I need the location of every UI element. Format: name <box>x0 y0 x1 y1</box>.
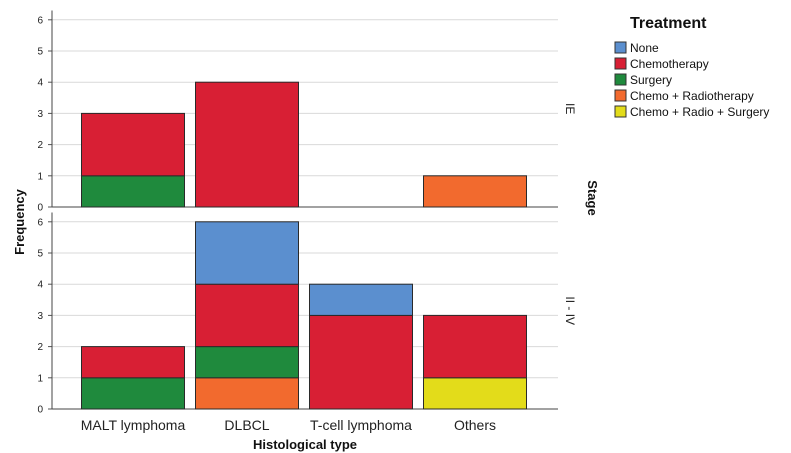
legend-swatch-chemotherapy <box>614 57 627 70</box>
bar-segment-none-t-cell-lymphoma <box>309 283 413 316</box>
y-axis-title: Frequency <box>12 188 27 255</box>
legend-swatch-surgery <box>614 73 627 86</box>
facet-label-ii-iv: II - IV <box>563 296 577 325</box>
bar-segment-chemotherapy-dlbcl <box>195 81 299 208</box>
bar-segment-surgery-malt-lymphoma <box>81 175 185 208</box>
y-tick-label: 5 <box>37 47 43 58</box>
panel-ii-iv: 0 1 2 3 4 5 6 II - IV <box>37 212 577 416</box>
y-tick-label: 3 <box>37 109 43 120</box>
y-tick-label: 4 <box>37 280 43 291</box>
bar-segment-chemotherapy-others <box>423 314 527 379</box>
legend-label-chemo-radio-surgery: Chemo + Radio + Surgery <box>630 105 769 119</box>
legend-swatch-none <box>614 41 627 54</box>
facet-axis-title: Stage <box>585 180 600 215</box>
y-tick-label: 2 <box>37 140 43 151</box>
y-tick-label: 3 <box>37 311 43 322</box>
bar-segment-chemo-radiotherapy-dlbcl <box>195 377 299 410</box>
y-tick-label: 4 <box>37 78 43 89</box>
y-tick-label: 1 <box>37 171 43 182</box>
legend-label-chemo-radiotherapy: Chemo + Radiotherapy <box>630 89 754 103</box>
y-tick-label: 0 <box>37 405 43 416</box>
bar-segment-surgery-dlbcl <box>195 346 299 379</box>
y-tick-label: 2 <box>37 342 43 353</box>
x-axis-categories: MALT lymphoma DLBCL T-cell lymphoma Others <box>81 417 496 433</box>
bar-segment-none-dlbcl <box>195 221 299 285</box>
y-tick-label: 6 <box>37 15 43 26</box>
bar-segment-chemotherapy-malt-lymphoma <box>81 112 185 177</box>
x-category-label: T-cell lymphoma <box>310 417 412 433</box>
bar-segment-chemotherapy-t-cell-lymphoma <box>309 314 413 410</box>
bar-segment-chemotherapy-dlbcl <box>195 283 299 348</box>
y-tick-label: 0 <box>37 203 43 214</box>
chart-panels: 0 1 2 3 4 5 6 IE 0 1 2 3 4 5 6 II - IV <box>37 10 577 416</box>
bar-segment-chemo-radio-surgery-others <box>423 377 527 410</box>
legend-title: Treatment <box>630 15 707 32</box>
x-category-label: MALT lymphoma <box>81 417 186 433</box>
legend: Treatment None Chemotherapy Surgery Chemo +… <box>614 15 769 119</box>
bar-segment-chemotherapy-malt-lymphoma <box>81 346 185 379</box>
bar-segment-surgery-malt-lymphoma <box>81 377 185 410</box>
legend-label-chemotherapy: Chemotherapy <box>630 57 709 71</box>
y-tick-label: 1 <box>37 373 43 384</box>
bar-segment-chemo-radiotherapy-others <box>423 175 527 208</box>
legend-swatch-chemo-radio-surgery <box>614 105 627 118</box>
legend-label-surgery: Surgery <box>630 73 672 87</box>
panel-ie: 0 1 2 3 4 5 6 IE <box>37 10 577 214</box>
y-tick-label: 6 <box>37 217 43 228</box>
legend-swatch-chemo-radiotherapy <box>614 89 627 102</box>
legend-label-none: None <box>630 41 659 55</box>
y-tick-label: 5 <box>37 249 43 260</box>
x-axis-title: Histological type <box>253 437 357 452</box>
x-category-label: Others <box>454 417 496 433</box>
facet-label-ie: IE <box>563 103 577 114</box>
x-category-label: DLBCL <box>224 417 269 433</box>
